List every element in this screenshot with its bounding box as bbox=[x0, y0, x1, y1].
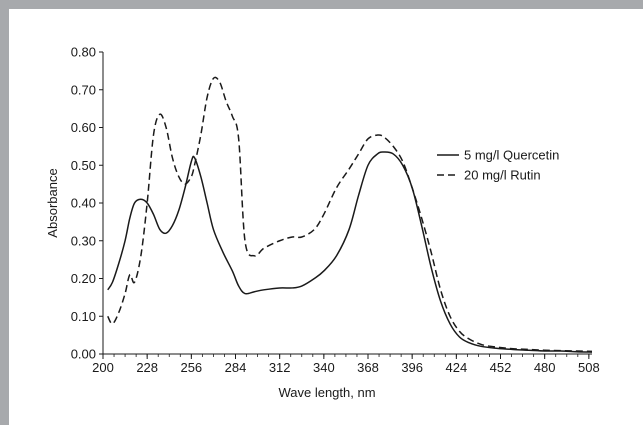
y-tick-label: 0.70 bbox=[71, 82, 96, 97]
y-tick-label: 0.60 bbox=[71, 120, 96, 135]
x-tick-label: 480 bbox=[534, 360, 556, 375]
x-tick-label: 228 bbox=[136, 360, 158, 375]
axes: 0.00 0.10 0.20 0.30 0.40 0.50 0.60 0.70 0.80 200 2… bbox=[71, 45, 600, 376]
series-line-rutin bbox=[107, 76, 593, 353]
x-tick-label: 452 bbox=[490, 360, 512, 375]
x-tick-label: 508 bbox=[578, 360, 600, 375]
x-tick-label: 424 bbox=[445, 360, 467, 375]
legend-label: 5 mg/l Quercetin bbox=[464, 148, 559, 163]
x-tick-label: 340 bbox=[313, 360, 335, 375]
y-tick-label: 0.30 bbox=[71, 233, 96, 248]
x-tick-label: 284 bbox=[225, 360, 247, 375]
x-tick-label: 368 bbox=[357, 360, 379, 375]
y-tick-label: 0.80 bbox=[71, 45, 96, 60]
x-axis-label: Wave length, nm bbox=[278, 385, 375, 400]
series-lines bbox=[107, 76, 593, 353]
x-tick-label: 200 bbox=[92, 360, 114, 375]
legend-label: 20 mg/l Rutin bbox=[464, 168, 541, 183]
x-tick-label: 256 bbox=[180, 360, 202, 375]
y-tick-label: 0.10 bbox=[71, 309, 96, 324]
x-tick-label: 312 bbox=[269, 360, 291, 375]
y-tick-label: 0.20 bbox=[71, 271, 96, 286]
y-axis-label: Absorbance bbox=[45, 168, 60, 237]
x-tick-label: 396 bbox=[401, 360, 423, 375]
y-tick-label: 0.00 bbox=[71, 347, 96, 362]
legend: 5 mg/l Quercetin 20 mg/l Rutin bbox=[437, 148, 559, 183]
series-line-quercetin bbox=[107, 151, 593, 353]
y-tick-label: 0.50 bbox=[71, 158, 96, 173]
y-tick-label: 0.40 bbox=[71, 196, 96, 211]
